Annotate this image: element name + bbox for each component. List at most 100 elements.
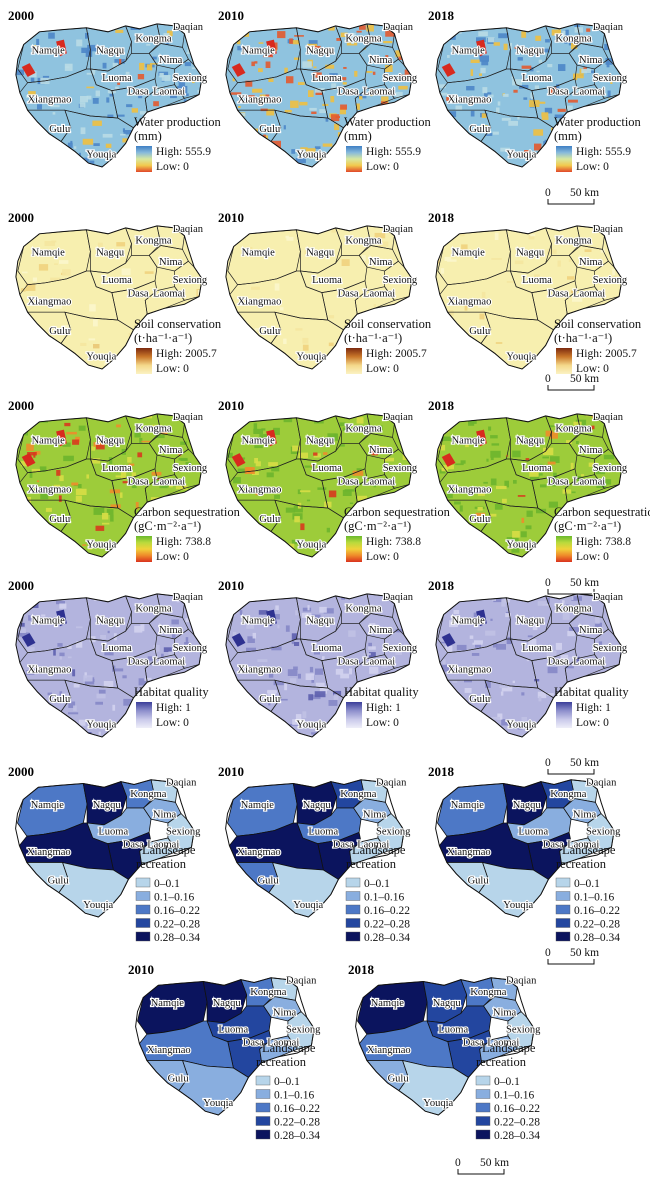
label-nagqu: Nagqu <box>516 247 545 258</box>
label-nagqu: Nagqu <box>96 45 125 56</box>
label-dasa: Dasa <box>338 477 359 488</box>
label-daqian: Daqian <box>173 224 204 235</box>
legend-high: High: 1 <box>576 702 611 714</box>
legend-swatch <box>345 904 361 915</box>
legend-title: Carbon sequestration <box>344 505 451 519</box>
legend-swatch <box>475 1129 491 1140</box>
legend-title: recreation <box>346 857 397 871</box>
label-sexiong: Sexiong <box>173 73 208 84</box>
label-sexiong: Sexiong <box>376 827 411 838</box>
label-nagqu: Nagqu <box>303 800 332 811</box>
label-laomai: Laomai <box>573 87 605 98</box>
legend-unit: (t·ha⁻¹·a⁻¹) <box>344 331 402 345</box>
map-outline <box>15 413 203 558</box>
label-xiangmao: Xiangmao <box>28 484 72 495</box>
legend-title: Soil conservation <box>134 317 222 331</box>
label-gulu: Gulu <box>469 694 491 705</box>
scale-zero: 0 <box>545 577 551 589</box>
legend-class: 0.16–0.22 <box>494 1103 540 1115</box>
label-namqie: Namqie <box>32 247 66 258</box>
legend-title: Habitat quality <box>554 685 629 699</box>
legend-swatch <box>135 931 151 942</box>
label-luoma: Luoma <box>102 73 132 84</box>
scale-bar: 0 50 km <box>545 757 599 775</box>
label-nagqu: Nagqu <box>516 45 545 56</box>
label-laomai: Laomai <box>363 289 395 300</box>
legend-unit: (gC·m⁻²·a⁻¹) <box>134 519 201 533</box>
map-outline <box>435 779 615 918</box>
label-nagqu: Nagqu <box>306 247 335 258</box>
label-youqia: Youqia <box>506 719 536 730</box>
label-daqian: Daqian <box>173 592 204 603</box>
lake-patch <box>56 609 67 627</box>
map-base <box>15 593 203 737</box>
label-gulu: Gulu <box>259 514 281 525</box>
legend-unit: (mm) <box>344 129 372 143</box>
legend-ramp <box>556 536 572 562</box>
lake-patch <box>441 63 456 77</box>
map-base <box>15 413 203 557</box>
label-nagqu: Nagqu <box>93 800 122 811</box>
legend-high: High: 738.8 <box>576 536 631 548</box>
legend-low: Low: 0 <box>576 363 609 375</box>
label-nagqu: Nagqu <box>516 435 545 446</box>
label-nima: Nima <box>369 257 393 268</box>
legend-ramp <box>346 702 362 728</box>
label-luoma: Luoma <box>102 275 132 286</box>
legend-title: Landscape <box>482 1041 536 1055</box>
label-nima: Nima <box>579 445 603 456</box>
label-youqia: Youqia <box>296 539 326 550</box>
label-kongma: Kongma <box>135 424 172 435</box>
label-luoma: Luoma <box>312 643 342 654</box>
legend-swatch <box>555 877 571 888</box>
label-laomai: Laomai <box>267 1038 299 1049</box>
legend-swatch <box>555 918 571 928</box>
legend-title: recreation <box>136 857 187 871</box>
legend-swatch <box>135 877 151 888</box>
lake-patch <box>21 633 36 647</box>
label-luoma: Luoma <box>522 643 552 654</box>
label-luoma: Luoma <box>522 463 552 474</box>
legend-class: 0.28–0.34 <box>364 932 410 944</box>
legend-habitat: Habitat quality High: 1 Low: 0 <box>134 685 209 729</box>
legend-class: 0–0.1 <box>574 878 600 890</box>
label-dasa: Dasa <box>548 87 569 98</box>
label-gulu: Gulu <box>388 1073 410 1084</box>
legend-class: 0.16–0.22 <box>574 905 620 917</box>
legend-title: Landscape <box>562 843 616 857</box>
legend-ramp <box>556 348 572 374</box>
map-outline <box>225 23 413 168</box>
label-youqia: Youqia <box>86 539 116 550</box>
legend-low: Low: 0 <box>156 363 189 375</box>
legend-class: 0.1–0.16 <box>574 892 615 904</box>
label-luoma: Luoma <box>522 73 552 84</box>
label-namqie: Namqie <box>151 998 185 1009</box>
legend-low: Low: 0 <box>576 717 609 729</box>
label-gulu: Gulu <box>168 1073 190 1084</box>
scale-bar: 0 50 km <box>455 1157 509 1175</box>
label-laomai: Laomai <box>153 289 185 300</box>
label-nima: Nima <box>363 810 387 821</box>
lake-patch <box>231 453 246 467</box>
map-outline <box>15 225 203 370</box>
label-kongma: Kongma <box>345 236 382 247</box>
map-base <box>225 593 413 737</box>
year-label: 2018 <box>348 962 375 977</box>
map-outline <box>135 977 315 1116</box>
label-daqian: Daqian <box>383 592 414 603</box>
label-daqian: Daqian <box>593 412 624 423</box>
legend-low: Low: 0 <box>576 161 609 173</box>
legend-high: High: 738.8 <box>366 536 421 548</box>
legend-title: recreation <box>256 1055 307 1069</box>
label-xiangmao: Xiangmao <box>238 296 282 307</box>
label-dasa: Dasa <box>338 657 359 668</box>
legend-swatch <box>475 1102 491 1113</box>
label-xiangmao: Xiangmao <box>28 296 72 307</box>
legend-title: Soil conservation <box>554 317 642 331</box>
scale-zero: 0 <box>545 373 551 385</box>
label-gulu: Gulu <box>49 694 71 705</box>
legend-unit: (gC·m⁻²·a⁻¹) <box>344 519 411 533</box>
legend-soil: Soil conservation(t·ha⁻¹·a⁻¹) High: 2005.… <box>344 317 432 375</box>
label-nima: Nima <box>153 810 177 821</box>
